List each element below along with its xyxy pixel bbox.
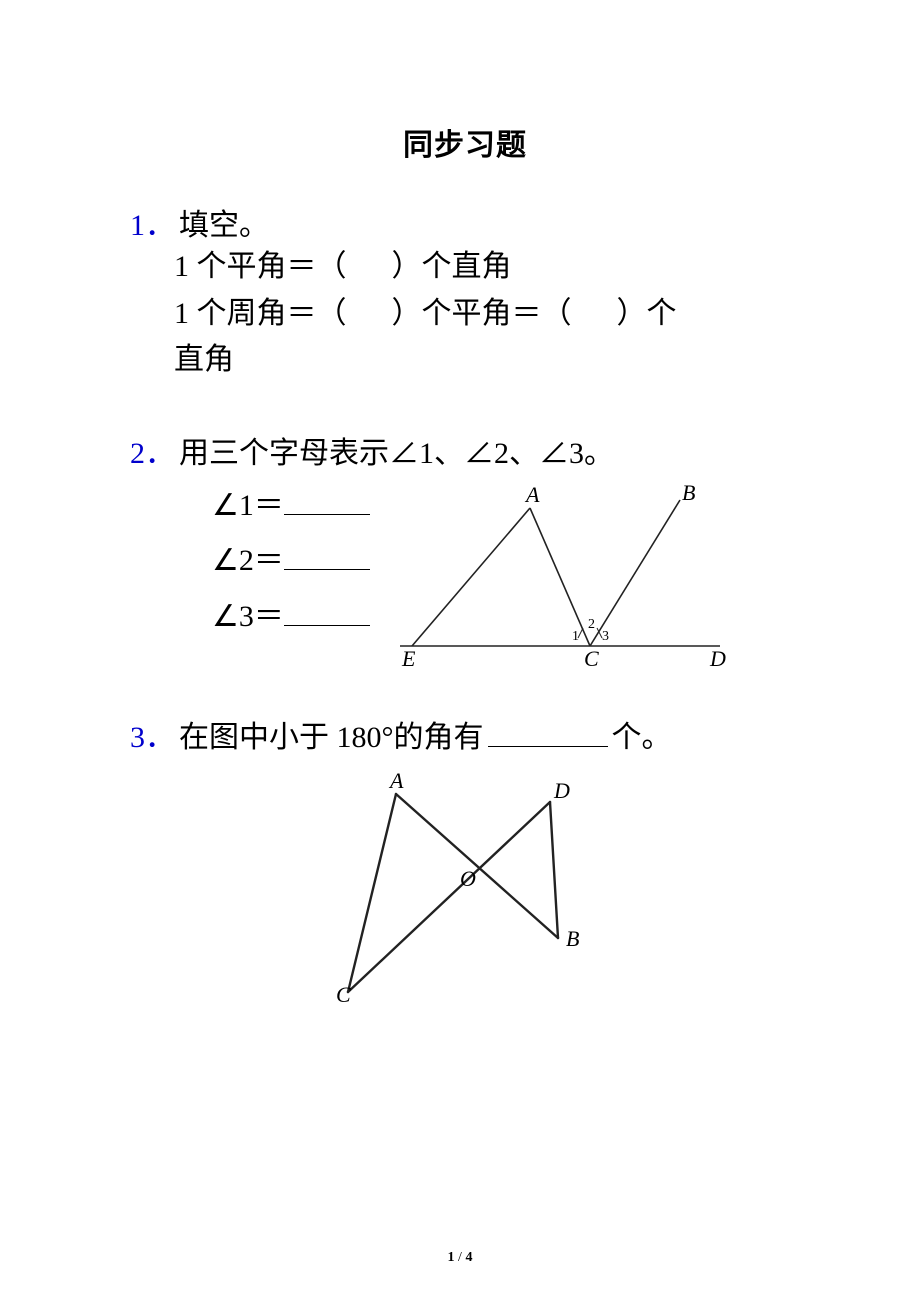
q2-answers: ∠1＝ ∠2＝ ∠3＝ <box>212 478 370 645</box>
q1-line2-a: 1 个周角＝（ <box>174 297 347 330</box>
q2-label-1: 1 <box>572 629 579 644</box>
q3-label-D: D <box>553 778 570 803</box>
q2-label-B: B <box>682 480 695 505</box>
question-3: 3． 在图中小于 180°的角有 个。 A <box>130 712 800 1006</box>
footer-sep: / <box>455 1250 466 1265</box>
q3-label-A: A <box>388 768 404 793</box>
q1-blank3[interactable] <box>579 291 609 338</box>
q1-line1-a: 1 个平角＝（ <box>174 250 347 283</box>
q1-line1-b: ）个直角 <box>392 250 512 283</box>
q3-heading: 3． 在图中小于 180°的角有 个。 <box>130 712 800 756</box>
page: 同步习题 1． 填空。 1 个平角＝（ ）个直角 1 个周角＝（ ）个平角＝（ … <box>0 0 920 1302</box>
q1-line1: 1 个平角＝（ ）个直角 <box>174 244 800 291</box>
q2-row2-label: ∠2＝ <box>212 544 284 577</box>
q2-blank3[interactable] <box>284 593 370 626</box>
q2-row1: ∠1＝ <box>212 478 370 534</box>
q2-label-E: E <box>401 646 416 668</box>
q2-row1-label: ∠1＝ <box>212 489 284 522</box>
q2-figure-wrap: A B E C D 1 2 3 <box>380 478 800 668</box>
q3-figure-wrap: A D O B C <box>130 766 800 1006</box>
q2-body: ∠1＝ ∠2＝ ∠3＝ <box>130 478 800 668</box>
footer-total: 4 <box>465 1250 472 1265</box>
q2-label-3: 3 <box>602 629 609 644</box>
q3-figure: A D O B C <box>300 766 630 1006</box>
q1-line2: 1 个周角＝（ ）个平角＝（ ）个 <box>174 291 800 338</box>
q2-blank2[interactable] <box>284 538 370 571</box>
question-2: 2． 用三个字母表示∠1、∠2、∠3。 ∠1＝ ∠2＝ ∠3＝ <box>130 428 800 668</box>
q3-label-O: O <box>460 866 476 891</box>
q2-title: 用三个字母表示∠1、∠2、∠3。 <box>179 437 614 470</box>
q2-label-D: D <box>709 646 726 668</box>
question-1: 1． 填空。 1 个平角＝（ ）个直角 1 个周角＝（ ）个平角＝（ ）个 直角 <box>130 200 800 384</box>
q2-number: 2． <box>130 437 175 470</box>
q2-figure: A B E C D 1 2 3 <box>380 478 740 668</box>
q2-row3-label: ∠3＝ <box>212 600 284 633</box>
q2-label-A: A <box>524 482 540 507</box>
page-title: 同步习题 <box>130 120 800 164</box>
page-footer: 1 / 4 <box>0 1250 920 1266</box>
q1-line2-c: ）个 <box>617 297 677 330</box>
q1-line3: 直角 <box>174 337 800 384</box>
q2-label-C: C <box>584 646 599 668</box>
q3-title-a: 在图中小于 180°的角有 <box>179 721 484 754</box>
q3-number: 3． <box>130 721 175 754</box>
q3-label-B: B <box>566 926 579 951</box>
q2-row3: ∠3＝ <box>212 589 370 645</box>
q1-blank2[interactable] <box>354 291 384 338</box>
q2-heading: 2． 用三个字母表示∠1、∠2、∠3。 <box>130 428 800 472</box>
q1-number: 1． <box>130 209 175 242</box>
q3-title-b: 个。 <box>612 721 672 754</box>
q1-heading: 1． 填空。 <box>130 200 800 244</box>
footer-page: 1 <box>448 1250 455 1265</box>
q3-blank[interactable] <box>488 729 608 747</box>
q2-blank1[interactable] <box>284 482 370 515</box>
q1-blank1[interactable] <box>354 244 384 291</box>
q3-label-C: C <box>336 982 351 1006</box>
q2-row2: ∠2＝ <box>212 533 370 589</box>
q1-line2-b: ）个平角＝（ <box>392 297 572 330</box>
q2-label-2: 2 <box>588 617 595 632</box>
q1-title: 填空。 <box>179 209 269 242</box>
